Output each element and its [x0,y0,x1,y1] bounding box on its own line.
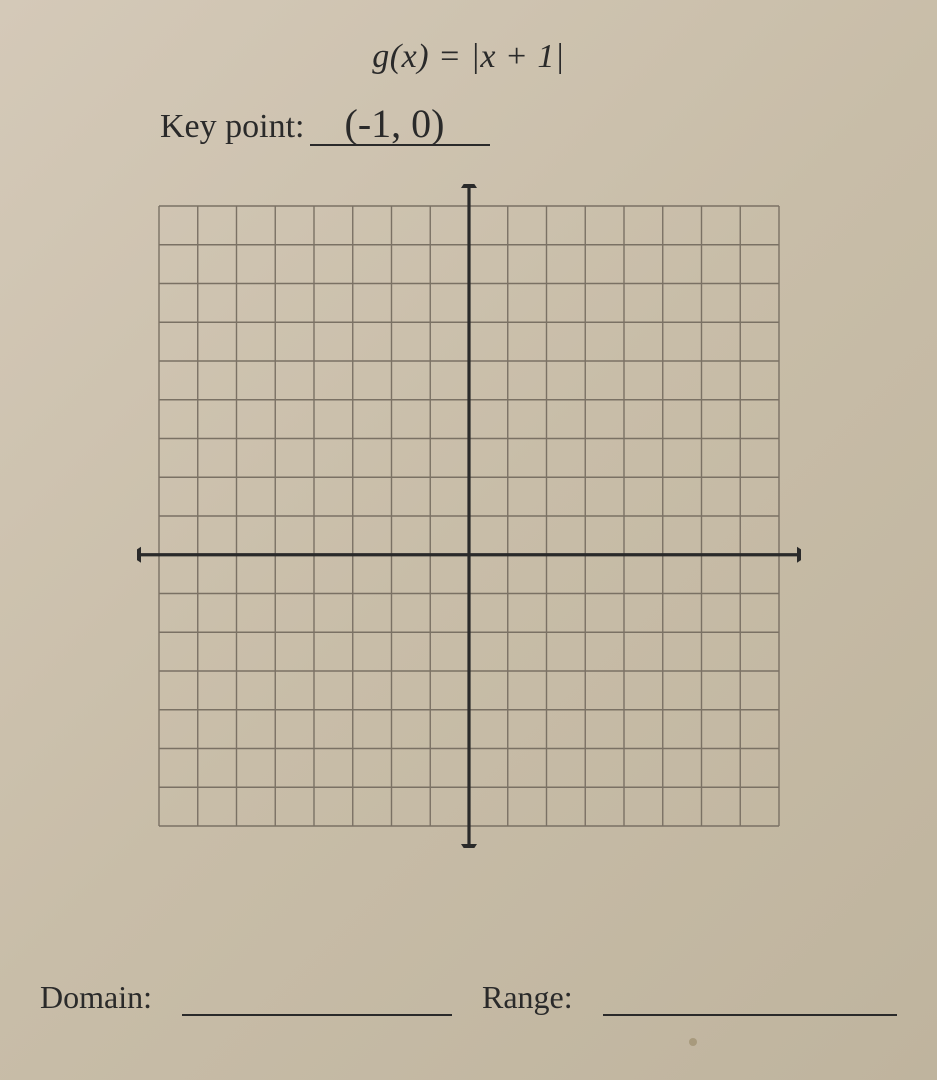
graph-container [60,184,877,848]
range-label: Range: [482,979,573,1016]
answer-row: Domain: Range: [40,979,897,1016]
coordinate-grid[interactable] [137,184,801,848]
key-point-label: Key point: [160,108,304,146]
key-point-value[interactable]: (-1, 0) [310,104,490,146]
worksheet-page: g(x) = |x + 1| Key point: (-1, 0) Domain… [0,0,937,1080]
key-point-row: Key point: (-1, 0) [160,104,877,146]
domain-label: Domain: [40,979,152,1016]
function-equation: g(x) = |x + 1| [60,38,877,76]
range-blank[interactable] [603,986,897,1016]
paper-speck [689,1038,697,1046]
domain-blank[interactable] [182,986,452,1016]
